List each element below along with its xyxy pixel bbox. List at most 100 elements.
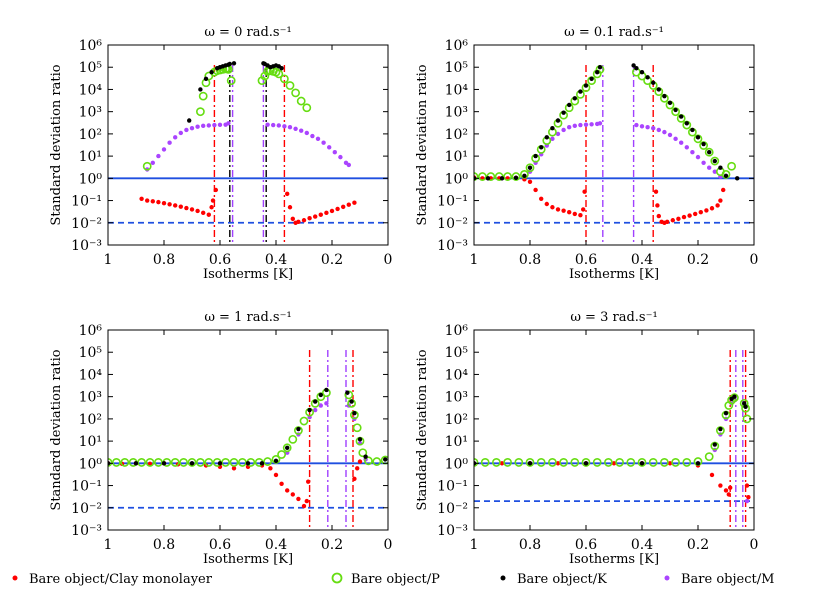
x-tick-label: 0.4 [265,537,287,553]
data-point [673,107,678,113]
data-point [539,196,544,201]
data-point [718,165,723,170]
data-point [679,140,684,145]
chart-panel-2: 10⁻³ 10⁻² 10⁻¹ 10⁰ 10¹ 10² 10³ 10⁴ 10⁵ 10⁶ 1 0.8 0.6… [415,25,758,282]
x-tick-label: 0.4 [265,252,287,268]
data-point [572,96,577,101]
data-point [112,458,121,467]
data-point [307,216,312,221]
data-point [285,445,290,451]
data-point [693,211,698,217]
data-point [357,437,363,442]
data-point [709,472,715,478]
data-point [727,161,736,171]
data-point [567,209,572,215]
axes-frame [107,329,389,531]
data-point [363,454,368,459]
data-point [341,204,346,210]
data-point [491,458,501,467]
x-tick-label: 0.2 [687,537,709,553]
y-tick-label: 10⁻² [437,216,468,232]
data-point [345,390,350,395]
data-point [327,145,332,150]
legend-marker [500,575,506,581]
x-axis-label: Isotherms [K] [203,267,293,282]
data-point [485,176,491,181]
data-point [287,205,293,210]
series-bare-object-k [187,61,284,123]
chart-title: ω = 1 rad.s⁻¹ [204,310,291,325]
data-point [639,69,645,75]
data-point [265,122,270,127]
data-point [712,169,717,174]
data-point [139,196,144,201]
data-point [578,122,583,128]
data-point [561,127,566,133]
data-point [189,207,195,212]
data-point [707,165,712,170]
data-point [324,401,329,406]
data-point [290,492,295,497]
data-point [499,176,505,181]
data-point [296,96,306,106]
data-point [665,219,670,225]
data-point [723,488,729,493]
x-axis-label: Isotherms [K] [203,552,293,567]
data-point [282,124,287,129]
data-point [723,173,729,179]
data-point [503,458,512,467]
y-tick-label: 10¹ [79,149,102,165]
data-point [301,218,307,223]
data-point [184,205,189,211]
data-point [156,199,161,205]
data-point [728,485,733,490]
data-point [681,214,687,220]
data-point [306,479,311,484]
data-point [178,204,183,209]
x-tick-label: 0 [750,252,759,268]
data-point [277,450,286,459]
data-point [346,202,351,207]
data-point [161,461,167,466]
data-point [550,126,555,131]
data-point [213,187,218,193]
chart-panel-3: 10⁻³ 10⁻² 10⁻¹ 10⁰ 10¹ 10² 10³ 10⁴ 10⁵ 10⁶ 1 0.8 0.6… [49,310,392,567]
data-point [595,69,600,75]
data-point [352,423,362,433]
data-point [170,458,180,467]
chart-title: ω = 3 rad.s⁻¹ [570,310,657,325]
data-point [229,458,239,467]
data-point [293,126,298,131]
series-bare-object-k [108,387,388,466]
y-tick-label: 10⁵ [445,345,469,361]
x-tick-label: 0.8 [519,252,541,268]
y-tick-label: 10⁴ [445,82,469,98]
x-tick-label: 1 [104,537,113,553]
data-point [279,481,284,486]
data-point [352,476,357,482]
data-point [310,133,315,139]
data-point [318,392,323,398]
data-point [732,394,737,399]
data-point [662,129,667,135]
series-bare-object-m [108,401,368,466]
data-point [559,458,568,467]
data-point [363,456,373,466]
data-point [597,121,603,126]
data-point [259,461,265,466]
data-point [274,69,284,79]
data-point [206,212,211,217]
data-point [712,442,717,447]
data-point [318,212,323,217]
legend-marker [331,572,343,584]
plot-area [474,63,754,245]
data-point [133,461,139,466]
data-point [639,461,645,466]
data-point [746,494,751,500]
legend-label: Bare object/K [517,572,607,587]
data-point [687,213,692,218]
series-bare-object-m [145,121,351,172]
data-point [597,65,603,70]
y-tick-label: 10⁻³ [437,523,468,539]
data-point [582,189,587,194]
